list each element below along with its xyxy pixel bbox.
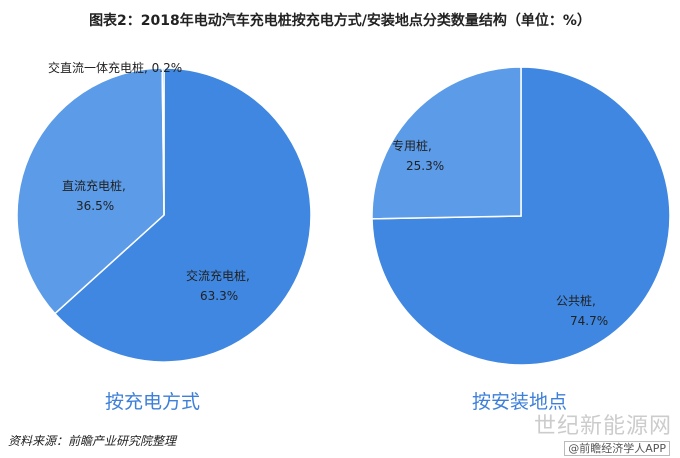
chart-title: 图表2：2018年电动汽车充电桩按充电方式/安装地点分类数量结构（单位：%） [89,13,591,29]
right-pie-title: 按安装地点 [472,391,568,413]
left-pie-title: 按充电方式 [105,391,201,413]
source-note: 资料来源：前瞻产业研究院整理 [8,434,177,448]
slice-label: 直流充电桩, 36.5% [62,178,126,213]
pie-slice [53,67,312,363]
pie-slice [16,67,165,315]
slice-label: 公共桩, 74.7% [556,293,608,328]
slice-label: 专用桩, 25.3% [392,138,444,173]
pie-slice [371,66,522,220]
pie-slice [161,67,165,216]
slice-label: 交流充电桩, 63.3% [186,268,250,303]
watermark: 世纪新能源网 [533,414,672,439]
watermark-app: @前瞻经济学人APP [564,441,670,456]
slice-label: 交直流一体充电桩, 0.2% [48,60,182,75]
